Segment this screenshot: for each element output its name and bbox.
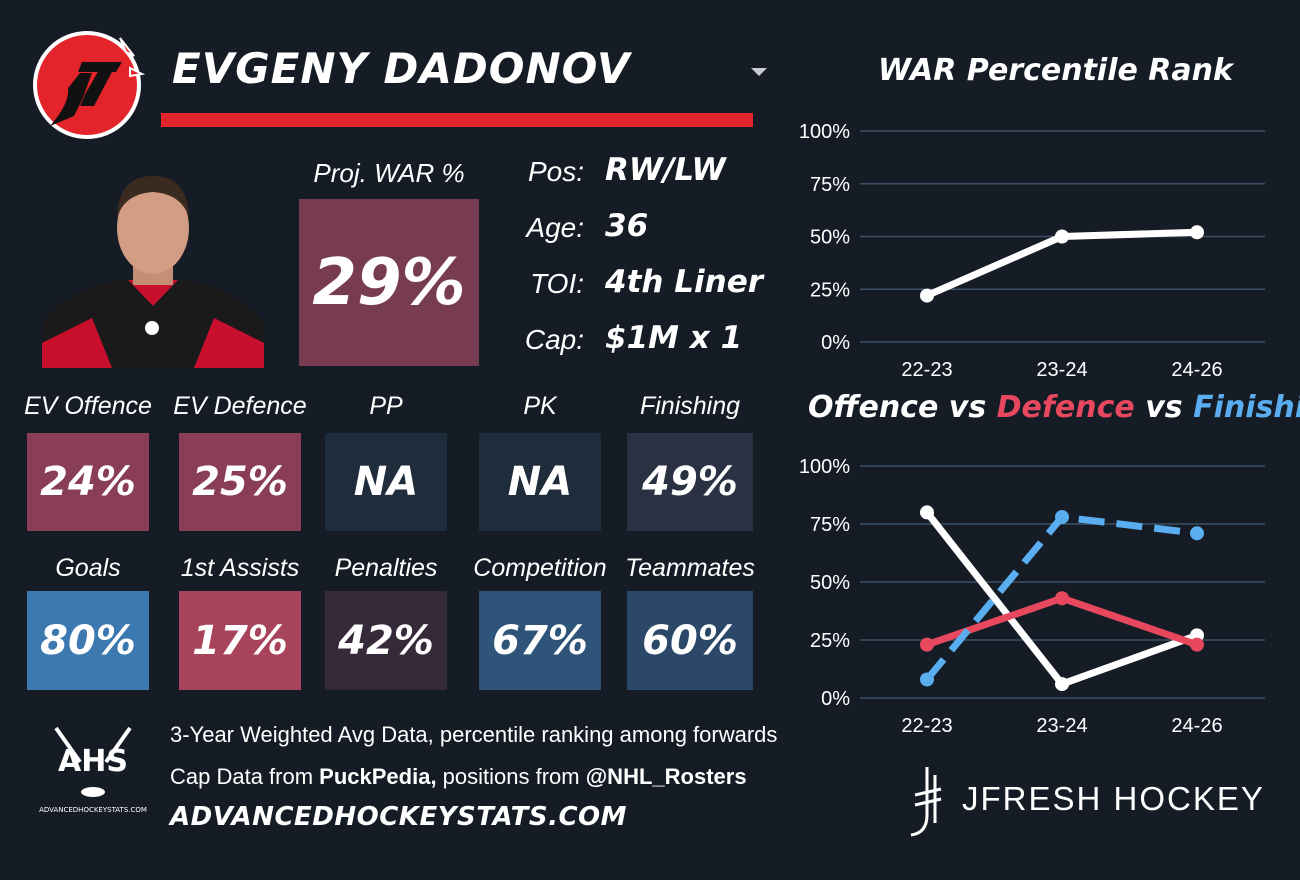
r1-stat-value: NA <box>479 433 601 531</box>
proj-war-value: 29% <box>299 199 479 366</box>
chart2-title-part: vs <box>938 390 997 425</box>
info-label: Age: <box>526 212 584 243</box>
chart2-title-part: Defence <box>996 390 1135 425</box>
footer-source-2: @NHL_Rosters <box>585 764 747 789</box>
player-headshot <box>42 168 264 368</box>
y-tick-label: 50% <box>810 227 850 249</box>
data-point <box>1190 637 1204 652</box>
r1-stat-label: EV Offence <box>24 392 152 420</box>
site-link[interactable]: ADVANCEDHOCKEYSTATS.COM <box>170 802 628 832</box>
proj-war-label: Proj. WAR % <box>313 158 465 188</box>
ahs-logo-icon: AHS ADVANCEDHOCKEYSTATS.COM <box>38 722 148 822</box>
info-row: Pos: RW/LW <box>494 150 794 194</box>
r2-stat-label: Penalties <box>334 554 438 582</box>
y-tick-label: 75% <box>810 514 850 536</box>
footer-line-2-middle: positions from <box>436 764 586 789</box>
info-value: 36 <box>605 208 649 244</box>
r2-stat-value: 17% <box>179 591 301 690</box>
r2-stat-value: 67% <box>479 591 601 690</box>
data-point <box>1055 229 1069 244</box>
x-tick-label: 23-24 <box>1036 715 1087 737</box>
r2-stat-label: Goals <box>55 554 121 582</box>
data-point <box>920 672 934 687</box>
x-tick-label: 24-26 <box>1171 715 1222 737</box>
info-label: Pos: <box>527 156 584 187</box>
info-label: TOI: <box>530 268 584 299</box>
r2-stat-label: Teammates <box>625 554 755 582</box>
data-point <box>1055 677 1069 692</box>
y-tick-label: 0% <box>821 688 850 710</box>
devils-logo-icon <box>30 28 146 143</box>
y-tick-label: 25% <box>810 630 850 652</box>
ahs-logo-text: AHS <box>58 744 128 779</box>
info-label: Cap: <box>524 324 584 355</box>
info-row: Age: 36 <box>494 206 794 250</box>
data-point <box>1190 225 1204 240</box>
data-point <box>920 288 934 303</box>
x-tick-label: 22-23 <box>901 359 952 381</box>
x-tick-label: 24-26 <box>1171 359 1222 381</box>
r2-stat-label: Competition <box>473 554 607 582</box>
r1-stat-label: Finishing <box>639 392 741 420</box>
y-tick-label: 0% <box>821 332 850 354</box>
y-tick-label: 25% <box>810 279 850 301</box>
war-percentile-chart: 0% 25% 50% 75% 100% 22-23 23-24 24-26 <box>799 121 1265 381</box>
info-row: Cap: $1M x 1 <box>494 318 794 362</box>
info-value: RW/LW <box>605 152 726 188</box>
components-chart: 0% 25% 50% 75% 100% 22-23 23-24 24-26 <box>799 456 1265 737</box>
data-point <box>1055 510 1069 525</box>
r2-stat-label: 1st Assists <box>180 554 300 582</box>
footer-line-2-prefix: Cap Data from <box>170 764 320 789</box>
data-point <box>920 637 934 652</box>
jfresh-logo-icon <box>905 765 945 840</box>
chart1-title: WAR Percentile Rank <box>878 53 1233 88</box>
brand-name: JFRESH HOCKEY <box>962 780 1265 817</box>
y-tick-label: 50% <box>810 572 850 594</box>
r2-stat-value: 42% <box>325 591 447 690</box>
y-tick-label: 100% <box>799 121 850 143</box>
info-value: 4th Liner <box>605 264 764 300</box>
chart2-title: Offence vs Defence vs Finishing <box>808 390 1300 425</box>
r1-stat-value: 49% <box>627 433 753 531</box>
footer-line-1: 3-Year Weighted Avg Data, percentile ran… <box>170 722 778 747</box>
r1-stat-label: EV Defence <box>173 392 307 420</box>
x-tick-label: 22-23 <box>901 715 952 737</box>
y-tick-label: 75% <box>810 174 850 196</box>
footer-line-2: Cap Data from PuckPedia, positions from … <box>170 764 747 790</box>
r1-stat-value: 24% <box>27 433 149 531</box>
chart2-title-part: vs <box>1134 390 1194 425</box>
r1-stat-value: 25% <box>179 433 301 531</box>
name-underline <box>161 113 753 127</box>
r1-stat-value: NA <box>325 433 447 531</box>
y-tick-label: 100% <box>799 456 850 478</box>
x-tick-label: 23-24 <box>1036 359 1087 381</box>
data-point <box>1055 591 1069 606</box>
player-name: EVGENY DADONOV <box>172 44 631 93</box>
r2-stat-value: 80% <box>27 591 149 690</box>
r1-stat-label: PP <box>369 392 403 420</box>
chart2-title-part: Finishing <box>1193 390 1300 425</box>
ahs-logo-small: ADVANCEDHOCKEYSTATS.COM <box>39 806 147 814</box>
r1-stat-label: PK <box>523 392 557 420</box>
info-value: $1M x 1 <box>605 320 743 356</box>
chart2-title-part: Offence <box>808 390 939 425</box>
chevron-down-icon[interactable] <box>751 68 767 76</box>
data-point <box>1190 526 1204 541</box>
r2-stat-value: 60% <box>627 591 753 690</box>
info-row: TOI: 4th Liner <box>494 262 794 306</box>
footer-source-1: PuckPedia, <box>319 764 437 789</box>
data-point <box>920 505 934 520</box>
